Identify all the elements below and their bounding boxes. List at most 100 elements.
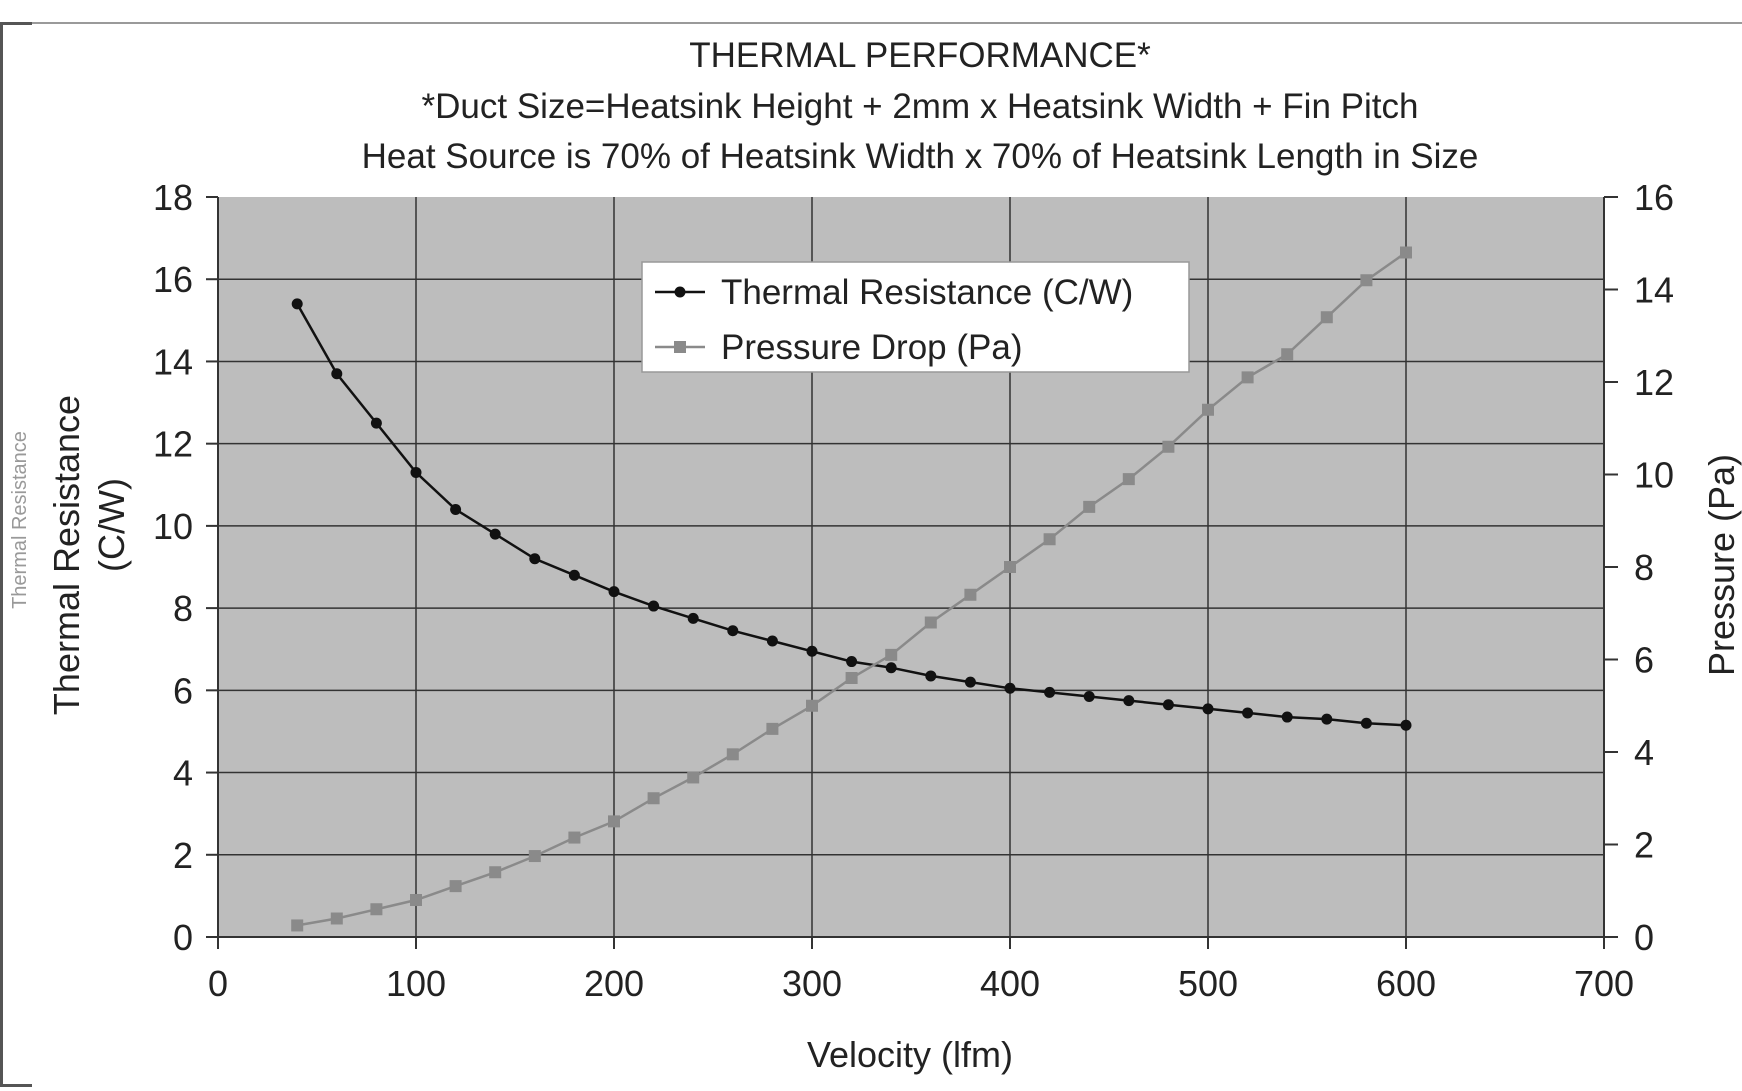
data-point (648, 600, 660, 612)
y-right-tick-label: 10 (1634, 455, 1674, 496)
x-tick-label: 300 (782, 963, 842, 1004)
data-point (964, 588, 977, 601)
data-point (1123, 695, 1135, 707)
data-point (1162, 699, 1174, 711)
data-point (766, 722, 779, 735)
data-point (1321, 713, 1333, 725)
legend-marker-thermal (674, 286, 686, 298)
data-point (845, 672, 858, 684)
data-point (766, 635, 778, 647)
axes (206, 196, 1618, 949)
x-tick-label: 700 (1574, 963, 1634, 1004)
x-tick-label: 400 (980, 963, 1040, 1004)
grid-lines (218, 197, 1604, 937)
x-tick-labels: 0 100 200 300 400 500 600 700 (208, 963, 1634, 1004)
legend-marker-pressure (674, 341, 686, 353)
data-point (885, 662, 897, 674)
data-point (806, 645, 818, 657)
data-point (370, 903, 383, 916)
data-point (528, 850, 541, 863)
data-point (1202, 403, 1214, 416)
chart-title: THERMAL PERFORMANCE* (689, 36, 1151, 75)
data-point (450, 503, 462, 515)
y-left-tick-label: 6 (173, 670, 193, 711)
data-point (1400, 246, 1412, 259)
x-tick-label: 200 (584, 963, 644, 1004)
y-right-tick-labels: 0 2 4 6 8 10 12 14 16 (1634, 177, 1674, 958)
data-point (568, 569, 580, 581)
y-left-tick-label: 18 (153, 177, 193, 218)
data-point (608, 586, 620, 598)
data-point (885, 648, 898, 661)
data-point (1083, 500, 1096, 513)
data-point (1162, 440, 1175, 453)
y-right-tick-label: 14 (1634, 270, 1674, 311)
data-point (291, 298, 303, 310)
data-point (489, 528, 501, 540)
y-right-axis-label: Pressure (Pa) (1701, 454, 1742, 676)
data-point (449, 880, 462, 893)
y-left-tick-labels: 0 2 4 6 8 10 12 14 16 18 (153, 177, 193, 958)
data-point (291, 919, 304, 932)
data-point (568, 831, 581, 844)
data-point (1360, 274, 1373, 287)
data-point (687, 612, 699, 624)
legend: Thermal Resistance (C/W) Pressure Drop (… (641, 261, 1190, 373)
y-right-tick-label: 16 (1634, 177, 1674, 218)
data-point (1043, 533, 1056, 546)
data-point (410, 466, 422, 478)
chart-subtitle-line-2: Heat Source is 70% of Heatsink Width x 7… (362, 137, 1479, 176)
series-thermal-resistance (291, 298, 1412, 731)
data-point (1400, 719, 1412, 731)
series-layer (291, 246, 1412, 932)
data-point (1122, 473, 1135, 486)
series-pressure-drop (291, 246, 1412, 932)
data-point (1083, 691, 1095, 702)
y-left-tick-label: 10 (153, 506, 193, 547)
y-left-tick-label: 16 (153, 259, 193, 300)
data-point (608, 815, 620, 828)
data-point (489, 866, 502, 879)
data-point (330, 912, 343, 925)
chart-subtitle-line-1: *Duct Size=Heatsink Height + 2mm x Heats… (422, 87, 1419, 126)
y-right-tick-label: 6 (1634, 640, 1654, 681)
x-axis-label: Velocity (lfm) (807, 1034, 1013, 1075)
y-right-tick-label: 8 (1634, 547, 1654, 588)
legend-label-thermal: Thermal Resistance (C/W) (721, 273, 1133, 312)
data-point (1281, 348, 1294, 361)
data-point (806, 699, 818, 712)
data-point (1320, 311, 1333, 324)
y-left-tick-label: 2 (173, 835, 193, 876)
data-point (529, 553, 541, 565)
data-point (1044, 686, 1056, 698)
y-left-axis-label-faint: Thermal Resistance (9, 431, 31, 609)
y-left-tick-label: 8 (173, 588, 193, 629)
y-left-axis-label-line-1: Thermal Resistance (46, 395, 87, 715)
data-point (726, 748, 739, 761)
data-point (964, 676, 976, 688)
data-point (1241, 371, 1254, 384)
y-left-tick-label: 4 (173, 753, 193, 794)
data-point (1281, 711, 1293, 723)
outer-frame-left (0, 22, 32, 1087)
data-point (687, 771, 700, 784)
data-point (410, 894, 422, 906)
y-left-tick-label: 0 (173, 917, 193, 958)
outer-frame-top (32, 22, 1742, 24)
data-point (924, 616, 937, 629)
data-point (1202, 703, 1214, 715)
legend-label-pressure: Pressure Drop (Pa) (721, 328, 1022, 367)
y-left-tick-label: 12 (153, 424, 193, 465)
y-right-tick-label: 0 (1634, 917, 1654, 958)
data-point (727, 625, 739, 637)
data-point (331, 368, 343, 380)
data-point (1242, 707, 1254, 719)
data-point (925, 670, 937, 682)
y-right-tick-label: 2 (1634, 825, 1654, 866)
legend-box (641, 261, 1190, 373)
y-left-tick-label: 14 (153, 341, 193, 382)
data-point (1360, 717, 1372, 729)
y-left-axis-label-line-2: (C/W) (91, 478, 132, 572)
data-point (846, 656, 858, 668)
